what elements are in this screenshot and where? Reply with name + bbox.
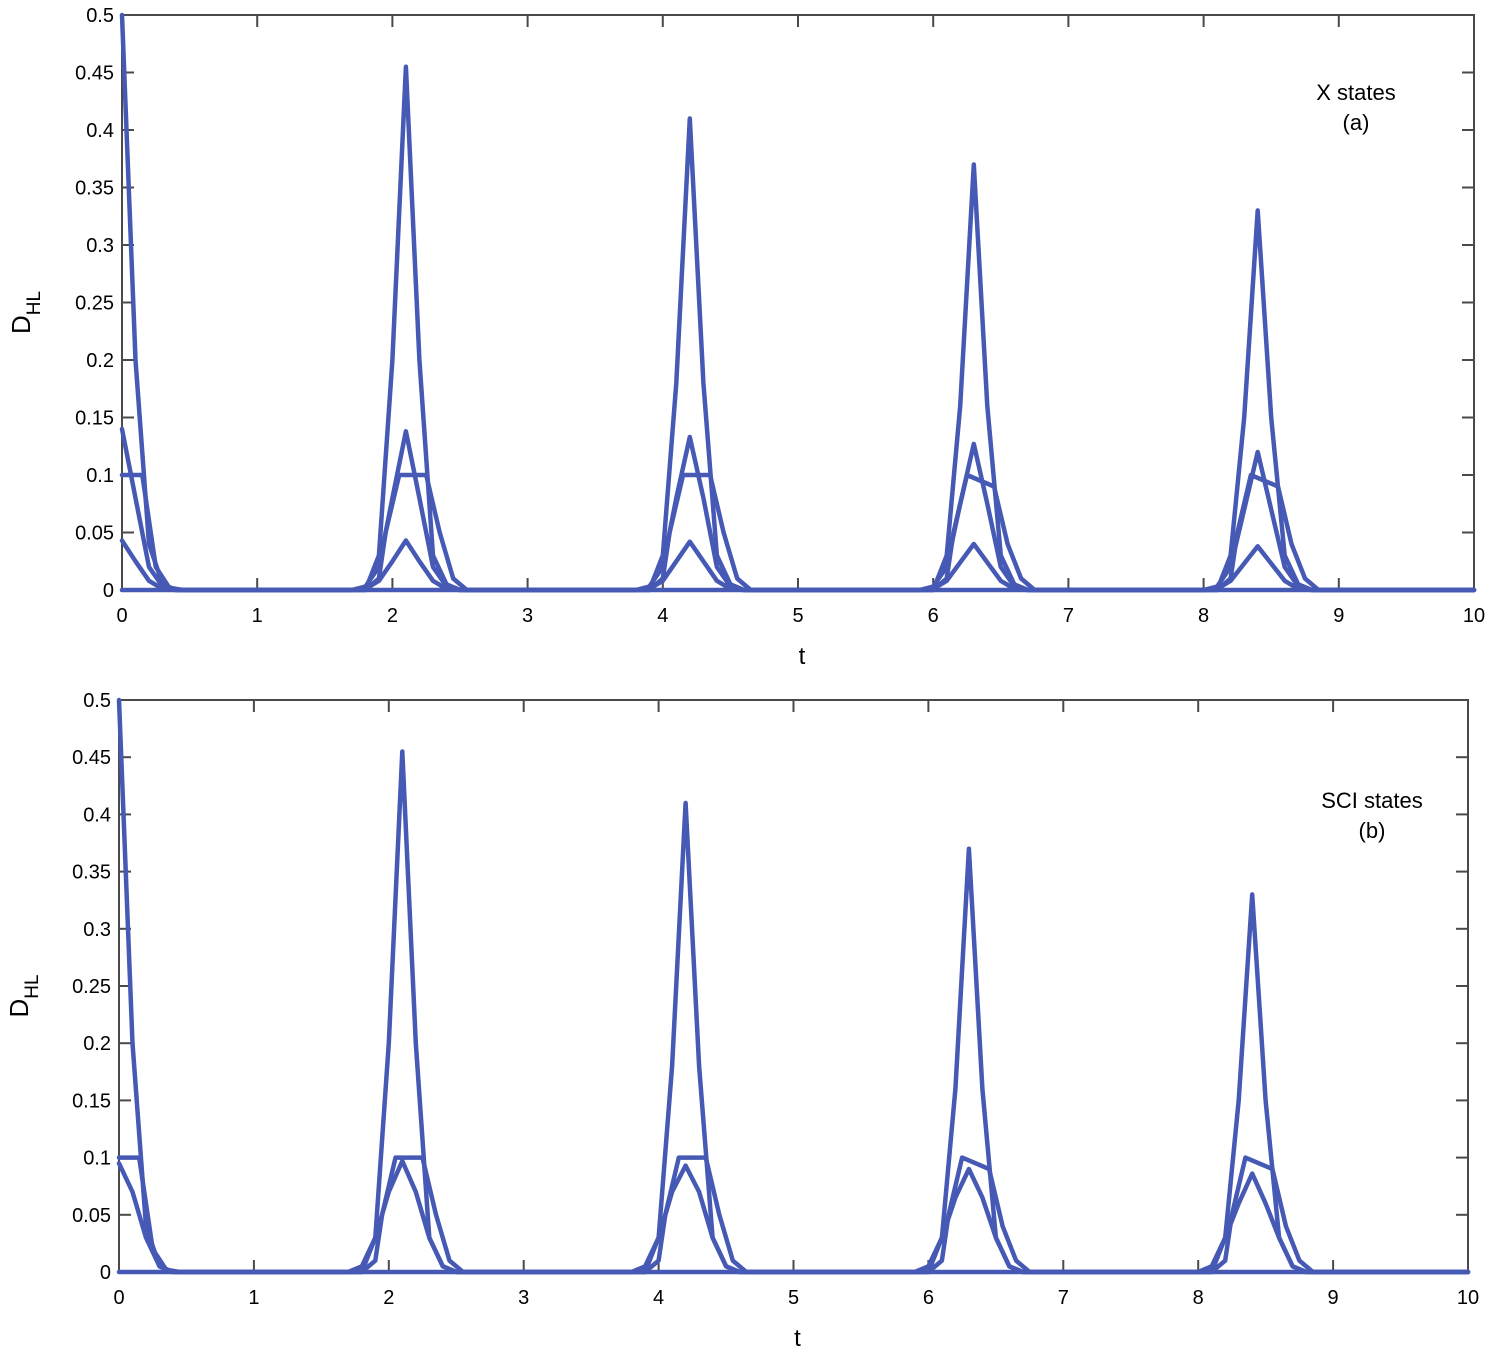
panel-annotation: (b) bbox=[1359, 818, 1386, 843]
y-tick-label: 0.3 bbox=[83, 919, 111, 941]
panel-annotation: SCI states bbox=[1321, 788, 1422, 813]
y-tick-label: 0.25 bbox=[75, 293, 114, 315]
x-axis-label: t bbox=[794, 1325, 801, 1352]
y-axis-label-subscript: HL bbox=[22, 974, 43, 998]
plot-area bbox=[118, 699, 1469, 1273]
x-tick-label: 5 bbox=[792, 605, 803, 627]
x-tick-label: 8 bbox=[1198, 605, 1209, 627]
y-axis-label-main: D bbox=[6, 315, 36, 334]
y-tick-label: 0.2 bbox=[86, 350, 114, 372]
y-axis-label-subscript: HL bbox=[24, 291, 45, 315]
y-tick-label: 0.15 bbox=[72, 1090, 111, 1112]
panel-annotation: X states bbox=[1316, 80, 1395, 105]
x-tick-label: 7 bbox=[1063, 605, 1074, 627]
x-tick-label: 7 bbox=[1058, 1287, 1069, 1309]
x-tick-label: 3 bbox=[522, 605, 533, 627]
x-tick-label: 5 bbox=[788, 1287, 799, 1309]
y-tick-label: 0.35 bbox=[72, 862, 111, 884]
y-tick-label: 0.15 bbox=[75, 408, 114, 430]
y-tick-label: 0.25 bbox=[72, 976, 111, 998]
x-tick-label: 4 bbox=[657, 605, 668, 627]
y-tick-label: 0.5 bbox=[83, 690, 111, 712]
x-tick-label: 0 bbox=[116, 605, 127, 627]
x-tick-label: 6 bbox=[923, 1287, 934, 1309]
y-axis-label-text: DHL bbox=[6, 291, 45, 334]
y-tick-label: 0.4 bbox=[86, 120, 114, 142]
panel-annotation: (a) bbox=[1343, 110, 1370, 135]
y-tick-label: 0 bbox=[103, 580, 114, 602]
y-tick-label: 0.3 bbox=[86, 235, 114, 257]
y-tick-label: 0.35 bbox=[75, 178, 114, 200]
y-tick-label: 0.2 bbox=[83, 1033, 111, 1055]
y-axis-label: DHL bbox=[6, 291, 45, 334]
y-tick-label: 0.5 bbox=[86, 5, 114, 27]
y-tick-label: 0.45 bbox=[75, 63, 114, 85]
x-tick-label: 8 bbox=[1193, 1287, 1204, 1309]
chart-panel-a: 0 1 2 3 4 5 6 7 8 9 10 0 0.05 0.1 0.15 0.2 0.25 0.3 0.35 0.… bbox=[6, 5, 1485, 670]
y-tick-label: 0 bbox=[100, 1262, 111, 1284]
y-tick-label: 0.05 bbox=[75, 523, 114, 545]
y-axis-label-text: DHL bbox=[4, 974, 43, 1017]
series-line-3 bbox=[116, 1158, 1471, 1275]
x-tick-label: 6 bbox=[928, 605, 939, 627]
x-tick-label: 1 bbox=[252, 605, 263, 627]
x-tick-label: 0 bbox=[113, 1287, 124, 1309]
y-tick-label: 0.1 bbox=[83, 1148, 111, 1170]
y-axis-label: DHL bbox=[4, 974, 43, 1017]
y-tick-label: 0.4 bbox=[83, 804, 111, 826]
y-tick-label: 0.1 bbox=[86, 465, 114, 487]
x-tick-label: 2 bbox=[387, 605, 398, 627]
y-axis-label-main: D bbox=[4, 999, 34, 1018]
x-tick-label: 1 bbox=[248, 1287, 259, 1309]
x-tick-label: 3 bbox=[518, 1287, 529, 1309]
x-axis-label: t bbox=[799, 643, 806, 670]
x-tick-label: 2 bbox=[383, 1287, 394, 1309]
y-tick-label: 0.45 bbox=[72, 747, 111, 769]
x-tick-label: 9 bbox=[1328, 1287, 1339, 1309]
x-tick-label: 10 bbox=[1463, 605, 1485, 627]
x-tick-label: 10 bbox=[1457, 1287, 1479, 1309]
x-tick-label: 9 bbox=[1333, 605, 1344, 627]
x-tick-label: 4 bbox=[653, 1287, 664, 1309]
chart-panel-b: 0 1 2 3 4 5 6 7 8 9 10 0 0.05 0.1 0.15 0.2 0.25 0.3 0.35 0.… bbox=[4, 690, 1479, 1352]
series-line-4 bbox=[119, 538, 1477, 593]
y-tick-label: 0.05 bbox=[72, 1205, 111, 1227]
series-line-1 bbox=[119, 12, 1477, 593]
